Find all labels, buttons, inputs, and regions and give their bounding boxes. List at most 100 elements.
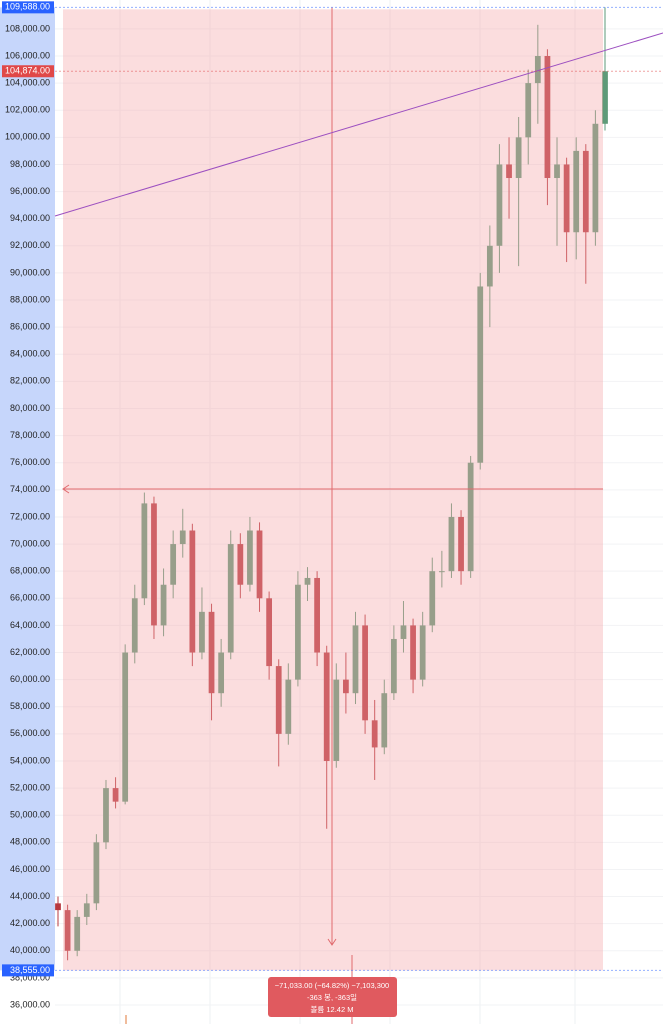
candle-body — [419, 625, 426, 680]
y-tick-label: 40,000.00 — [10, 945, 50, 955]
candle-body — [343, 679, 349, 694]
candle-body — [295, 584, 301, 680]
measure-box: −71,033.00 (−64.82%) −7,103,300 -363 봉, … — [268, 977, 397, 1017]
candle-body — [381, 693, 388, 748]
measure-text: −71,033.00 (−64.82%) −7,103,300 — [275, 981, 389, 990]
y-tick-label: 44,000.00 — [10, 891, 50, 901]
price-label: 109,588.00 — [5, 2, 50, 12]
candle-body — [55, 903, 61, 911]
y-tick-label: 48,000.00 — [10, 837, 50, 847]
y-tick-label: 66,000.00 — [10, 593, 50, 603]
candle-body — [170, 544, 177, 585]
y-tick-label: 62,000.00 — [10, 647, 50, 657]
candle-body — [467, 462, 474, 572]
candle-body — [64, 910, 71, 951]
candle-body — [275, 666, 282, 734]
grid — [55, 28, 663, 1006]
axis-range — [0, 7, 55, 971]
y-tick-label: 86,000.00 — [10, 322, 50, 332]
candle-body — [563, 164, 570, 233]
candle-body — [486, 245, 493, 287]
candle-body — [141, 503, 148, 599]
candle-body — [582, 150, 589, 233]
candle-body — [515, 137, 522, 179]
candle-body — [83, 903, 90, 917]
y-tick-label: 94,000.00 — [10, 213, 50, 223]
y-tick-label: 106,000.00 — [5, 50, 50, 60]
candle-body — [400, 625, 407, 639]
candle-body — [256, 530, 263, 599]
y-tick-label: 64,000.00 — [10, 620, 50, 630]
y-tick-label: 38,000.00 — [10, 972, 50, 982]
candles — [55, 7, 608, 961]
candle-body — [314, 577, 320, 653]
candle-body — [477, 286, 484, 463]
candle-body — [410, 625, 416, 680]
candle-body — [103, 788, 109, 843]
y-tick-label: 52,000.00 — [10, 782, 50, 792]
candle-body — [323, 652, 330, 761]
candle-body — [573, 150, 580, 233]
candle-body — [525, 83, 532, 138]
candle-body — [429, 571, 436, 626]
y-tick-label: 60,000.00 — [10, 674, 50, 684]
measure-text: -363 봉, -363일 — [307, 993, 357, 1002]
measure-arrow — [327, 938, 337, 946]
y-tick-label: 90,000.00 — [10, 267, 50, 277]
measure-area — [63, 9, 603, 971]
candle-body — [208, 611, 215, 694]
y-tick-label: 54,000.00 — [10, 755, 50, 765]
candle-body — [304, 577, 311, 585]
candle-body — [448, 516, 455, 572]
candle-body — [592, 123, 599, 233]
candle-body — [112, 788, 119, 802]
y-tick-label: 50,000.00 — [10, 810, 50, 820]
y-tick-label: 108,000.00 — [5, 23, 50, 33]
candle-body — [160, 584, 167, 626]
trend-line — [54, 32, 663, 217]
measure-arrow — [62, 484, 70, 494]
price-label: 38,555.00 — [10, 965, 50, 975]
price-labels: 109,588.00 104,874.00 38,555.00 — [2, 1, 663, 977]
y-tick-label: 104,000.00 — [5, 77, 50, 87]
measure-text: 볼륨 12.42 M — [311, 1005, 354, 1014]
candle-body — [189, 530, 196, 653]
candle-body — [506, 164, 512, 179]
candle-body — [438, 571, 445, 573]
y-tick-label: 82,000.00 — [10, 376, 50, 386]
measure-overlay — [62, 7, 603, 1024]
y-tick-label: 68,000.00 — [10, 566, 50, 576]
y-tick-label: 74,000.00 — [10, 484, 50, 494]
candle-body — [247, 530, 253, 585]
y-tick-label: 46,000.00 — [10, 864, 50, 874]
candle-body — [199, 611, 205, 653]
candle-body — [534, 55, 541, 84]
price-label: 104,874.00 — [5, 66, 50, 76]
y-tick-label: 88,000.00 — [10, 294, 50, 304]
y-tick-label: 102,000.00 — [5, 105, 50, 115]
measure-box-bg — [268, 977, 397, 1017]
candle-body — [362, 625, 368, 721]
candle-body — [458, 516, 464, 572]
candle-body — [544, 55, 551, 179]
y-tick-label: 56,000.00 — [10, 728, 50, 738]
y-tick-label: 96,000.00 — [10, 186, 50, 196]
candle-body — [131, 598, 138, 653]
candle-body — [554, 164, 560, 179]
y-tick-label: 70,000.00 — [10, 538, 50, 548]
y-tick-label: 36,000.00 — [10, 999, 50, 1009]
candle-body — [602, 71, 608, 124]
y-tick-label: 58,000.00 — [10, 701, 50, 711]
y-tick-label: 42,000.00 — [10, 918, 50, 928]
v-grid — [119, 0, 576, 1024]
candle-body — [371, 720, 378, 748]
candle-body — [333, 679, 340, 761]
y-tick-label: 80,000.00 — [10, 403, 50, 413]
y-tick-label: 100,000.00 — [5, 132, 50, 142]
candle-body — [352, 625, 359, 694]
candle-body — [179, 530, 186, 545]
candle-body — [237, 544, 244, 585]
y-tick-label: 92,000.00 — [10, 240, 50, 250]
candle-body — [74, 916, 81, 951]
